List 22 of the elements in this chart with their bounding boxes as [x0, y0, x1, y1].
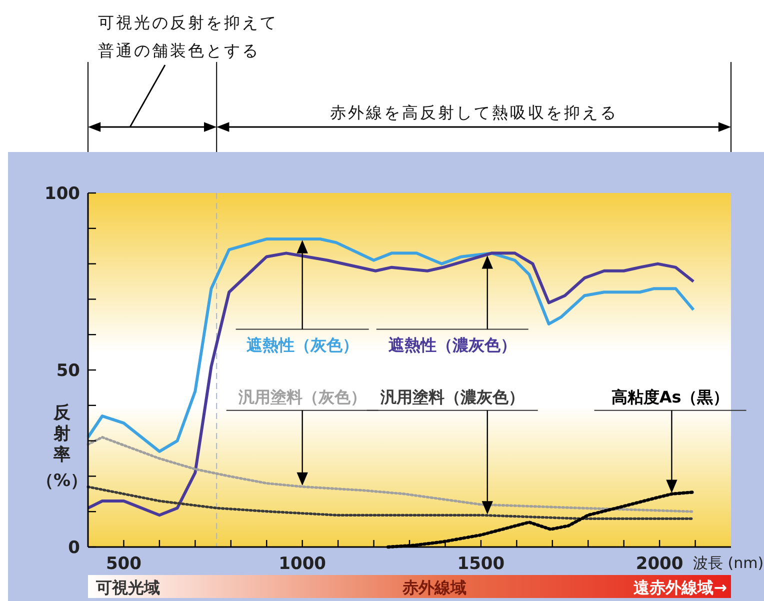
line-series	[86, 486, 695, 520]
text: 普通の舗装色とする	[98, 41, 260, 60]
text: 汎用塗料（濃灰色）	[379, 387, 524, 406]
text: 遮熱性（濃灰色）	[387, 335, 516, 354]
y-tick-label: 100	[44, 184, 80, 204]
line-series	[86, 436, 695, 513]
y-axis-title: 反射率（%）	[36, 403, 88, 491]
y-tick-label: 50	[56, 360, 80, 381]
text: 遮熱性（灰色）	[245, 335, 358, 354]
text: 遠赤外線域→	[632, 578, 727, 597]
text: 高粘度As（黒）	[611, 387, 730, 406]
text: 汎用塗料（灰色）	[237, 387, 366, 406]
text: 可視光の反射を抑えて	[98, 13, 278, 32]
x-axis-title: 波長 (nm)	[693, 554, 764, 572]
text: 赤外線域	[402, 578, 466, 597]
text: 可視光域	[95, 578, 160, 597]
y-tick-label: 0	[68, 538, 80, 558]
text: 赤外線を高反射して熱吸収を抑える	[330, 103, 618, 122]
x-tick-label: 1000	[278, 554, 326, 574]
x-tick-label: 500	[106, 554, 142, 574]
x-tick-label: 2000	[636, 554, 684, 574]
x-tick-label: 1500	[457, 554, 505, 574]
